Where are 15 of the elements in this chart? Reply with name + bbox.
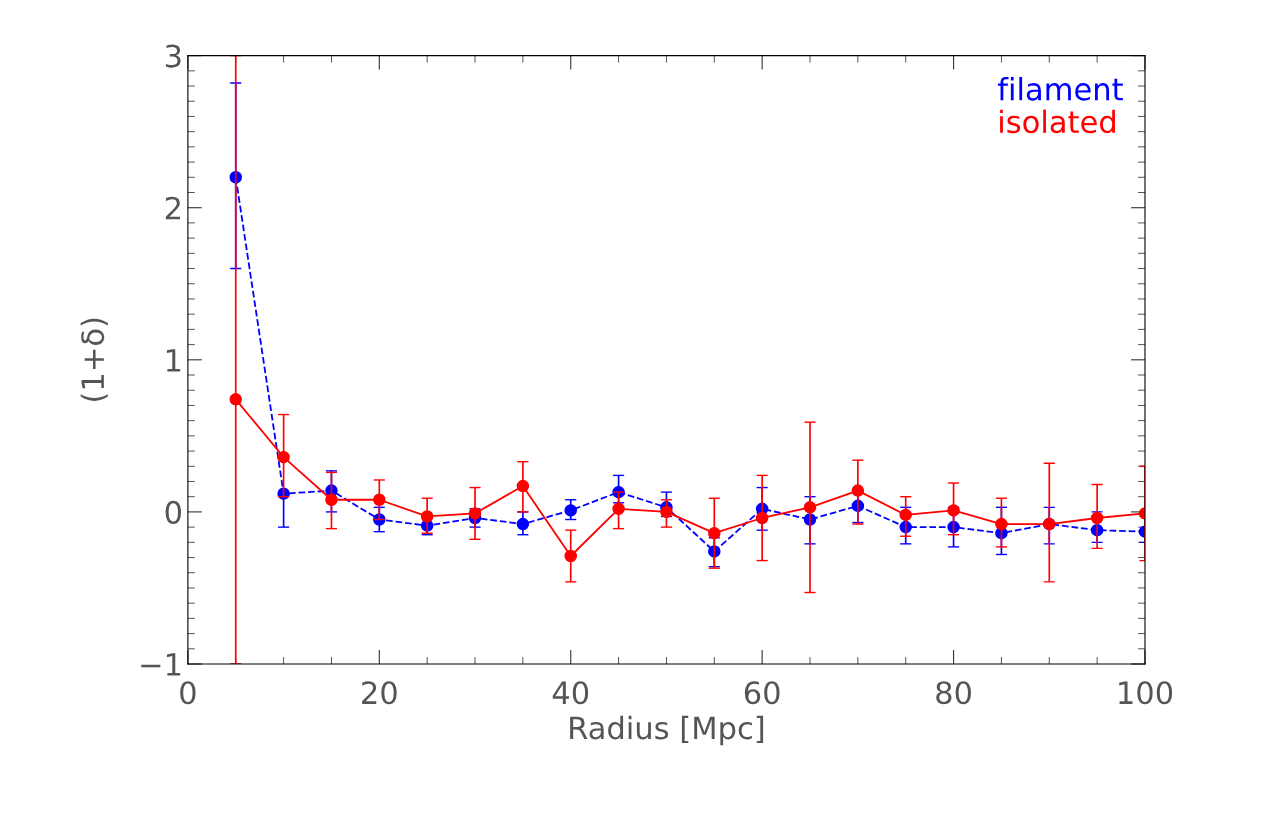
y-tick-label: 3 [165,44,181,68]
x-tick-label: 40 [552,681,589,705]
x-tick-label: 60 [744,681,780,705]
y-tick-label: 1 [166,349,181,372]
x-tick-label: 80 [936,681,971,705]
y-tick-label: 2 [165,196,180,220]
x-axis-title: Radius [Mpc] [570,715,764,746]
x-tick-label: 0 [180,681,196,705]
y-axis-title: (1+δ) [80,318,108,401]
x-tick-label: 100 [1119,681,1173,705]
y-tick-label: −1 [141,653,181,676]
text: filament [997,77,1123,101]
text: isolated [1000,109,1115,134]
x-tick-label: 20 [362,681,397,705]
y-tick-label: 0 [165,500,181,524]
